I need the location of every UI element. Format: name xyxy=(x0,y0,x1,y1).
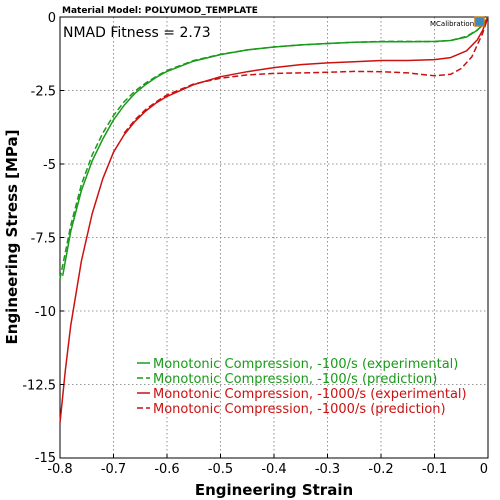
legend-entry-3: Monotonic Compression, -1000/s (predicti… xyxy=(153,402,446,417)
y-tick-label: -10 xyxy=(35,305,56,320)
series-line-2 xyxy=(59,16,489,423)
brand-logo-icon xyxy=(474,16,485,27)
y-tick-label: -5 xyxy=(43,158,56,173)
y-tick-label: -12.5 xyxy=(22,379,56,394)
y-axis-title: Engineering Stress [MPa] xyxy=(3,130,21,345)
brand-label: MCalibration xyxy=(430,20,474,28)
legend: Monotonic Compression, -100/s (experimen… xyxy=(137,357,467,417)
series-line-3 xyxy=(123,16,489,134)
x-tick-label: -0.2 xyxy=(368,462,393,477)
legend-entry-1: Monotonic Compression, -100/s (predictio… xyxy=(153,372,437,387)
model-title: Material Model: POLYUMOD_TEMPLATE xyxy=(62,6,258,16)
x-tick-label: 0 xyxy=(480,462,488,477)
x-tick-label: -0.1 xyxy=(422,462,447,477)
x-tick-label: -0.3 xyxy=(315,462,340,477)
x-tick-label: -0.8 xyxy=(47,462,72,477)
y-tick-label: -2.5 xyxy=(31,85,56,100)
fitness-label: NMAD Fitness = 2.73 xyxy=(63,25,211,41)
y-tick-label: -7.5 xyxy=(31,232,56,247)
series-layer xyxy=(59,16,489,423)
legend-entry-2: Monotonic Compression, -1000/s (experime… xyxy=(153,387,467,402)
x-tick-label: -0.4 xyxy=(261,462,286,477)
series-line-1 xyxy=(59,16,489,279)
series-line-0 xyxy=(61,16,489,276)
x-axis-title: Engineering Strain xyxy=(195,481,353,499)
y-tick-label: 0 xyxy=(48,11,56,26)
x-tick-label: -0.7 xyxy=(101,462,126,477)
brand-badge: MCalibration xyxy=(430,16,485,28)
y-tick-label: -15 xyxy=(35,451,56,466)
x-tick-label: -0.6 xyxy=(154,462,179,477)
x-tick-label: -0.5 xyxy=(208,462,233,477)
tick-layer: -0.8 -0.7 -0.6 -0.5 -0.4 -0.3 -0.2 -0.1 0 0 -2.5 -5… xyxy=(22,11,489,477)
legend-entry-0: Monotonic Compression, -100/s (experimen… xyxy=(153,357,458,372)
